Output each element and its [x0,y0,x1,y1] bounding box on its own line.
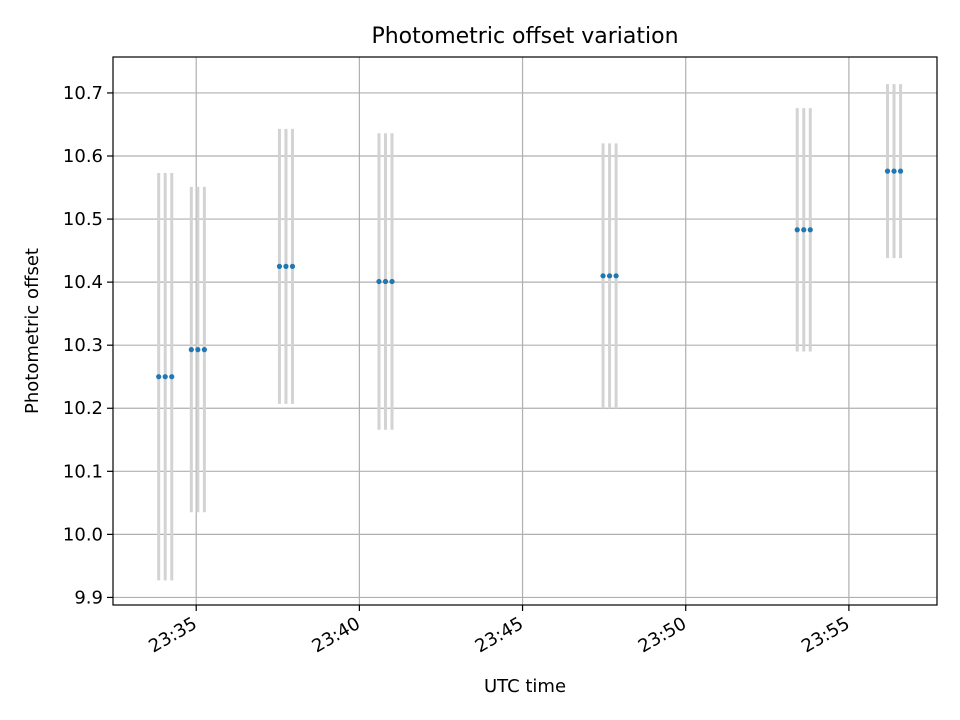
data-point [891,168,897,174]
y-tick-label: 10.7 [63,83,103,104]
y-tick-label: 10.4 [63,272,103,293]
x-axis-label: UTC time [484,676,566,697]
data-point [376,278,382,285]
data-point [606,273,613,279]
data-point [382,278,389,285]
y-tick-label: 9.9 [74,587,103,608]
data-point [156,374,162,380]
data-point [289,263,296,269]
y-axis-ticks: 9.9 10.0 10.1 10.2 10.3 10.4 10.5 10.6 10.7 [63,83,113,608]
y-tick-label: 10.2 [63,398,103,419]
data-point [169,374,175,380]
y-tick-label: 10.0 [63,524,103,545]
data-point [613,273,619,279]
y-tick-label: 10.5 [63,209,103,230]
data-point [389,278,395,285]
data-point [794,227,800,233]
chart-title: Photometric offset variation [371,24,678,49]
data-point [283,263,289,269]
y-tick-label: 10.1 [63,461,103,482]
data-point [276,263,283,269]
y-axis-label: Photometric offset [22,248,43,414]
data-point [195,347,201,353]
y-tick-label: 10.6 [63,146,103,167]
y-tick-label: 10.3 [63,335,103,356]
data-point [201,347,207,353]
data-point [188,347,194,353]
data-point [801,227,807,233]
plot-frame [112,56,938,606]
grid [113,57,937,605]
data-point [897,168,904,174]
data-points [156,168,904,380]
data-point [600,273,606,279]
data-point [162,374,168,380]
data-point [807,227,813,233]
data-point [884,168,891,174]
